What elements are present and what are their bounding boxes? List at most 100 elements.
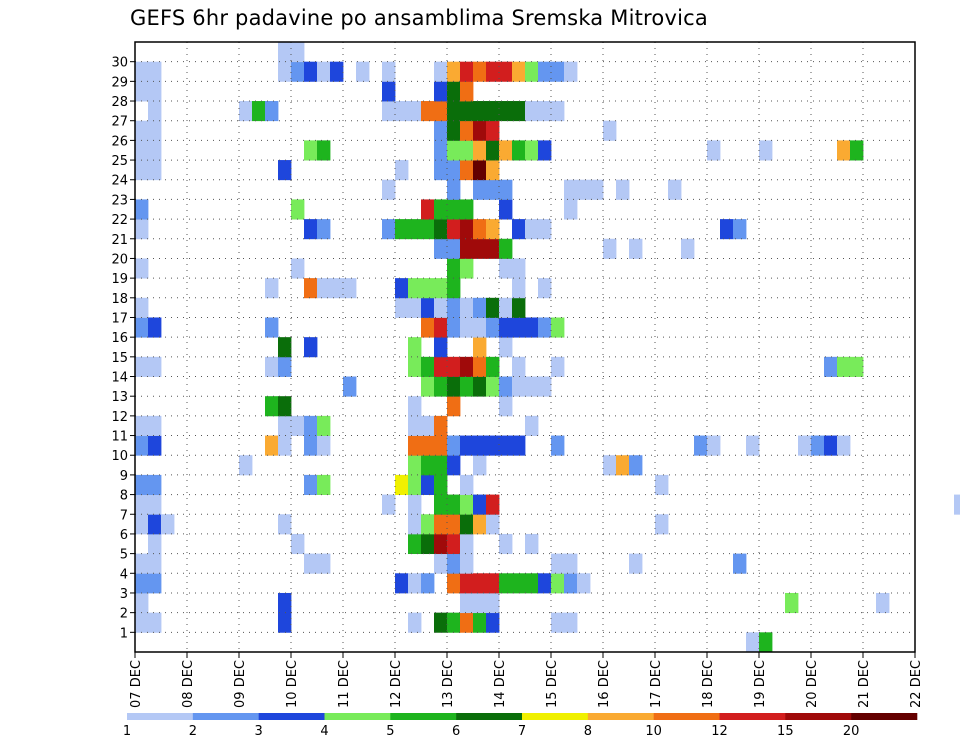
- heatmap-cell: [447, 612, 461, 633]
- heatmap-cell: [278, 42, 292, 63]
- heatmap-cell: [408, 337, 422, 358]
- heatmap-cell: [538, 376, 552, 397]
- heatmap-cell: [317, 61, 331, 82]
- heatmap-cell: [473, 592, 487, 614]
- heatmap-cell: [551, 612, 565, 633]
- heatmap-cell: [434, 238, 448, 259]
- heatmap-cell: [460, 474, 474, 495]
- heatmap-cell: [434, 61, 448, 82]
- y-tick-label: 27: [111, 115, 128, 130]
- y-tick-label: 12: [111, 410, 128, 425]
- heatmap-cell: [434, 337, 448, 358]
- heatmap-cell: [343, 278, 357, 299]
- heatmap-cell: [421, 317, 435, 338]
- heatmap-cell: [148, 356, 162, 377]
- y-tick-label: 23: [111, 193, 128, 208]
- heatmap-cell: [499, 533, 513, 555]
- heatmap-cell: [824, 356, 838, 377]
- heatmap-cell: [135, 356, 149, 377]
- heatmap-cell: [408, 415, 422, 436]
- heatmap-cell: [447, 573, 461, 594]
- heatmap-cell: [486, 612, 500, 633]
- heatmap-cell: [473, 140, 487, 161]
- heatmap-cell: [278, 514, 292, 535]
- heatmap-cell: [135, 474, 149, 495]
- heatmap-cell: [148, 415, 162, 436]
- heatmap-cell: [486, 435, 500, 456]
- heatmap-cell: [499, 101, 513, 122]
- heatmap-cell: [148, 573, 162, 594]
- heatmap-cell: [460, 120, 474, 141]
- heatmap-cell: [148, 101, 162, 122]
- heatmap-cell: [486, 120, 500, 141]
- heatmap-cell: [239, 455, 253, 476]
- heatmap-cell: [447, 455, 461, 476]
- heatmap-cell: [460, 356, 474, 377]
- heatmap-cell: [655, 474, 669, 495]
- heatmap-cell: [486, 376, 500, 397]
- heatmap-cell: [317, 140, 331, 161]
- heatmap-cell: [460, 592, 474, 614]
- heatmap-cell: [447, 494, 461, 515]
- heatmap-cell: [421, 474, 435, 495]
- heatmap-cell: [512, 101, 526, 122]
- chart-title: GEFS 6hr padavine po ansamblima Sremska …: [130, 6, 708, 30]
- heatmap-cell: [473, 61, 487, 82]
- heatmap-cell: [512, 278, 526, 299]
- heatmap-cell: [460, 160, 474, 181]
- y-tick-label: 10: [111, 449, 128, 464]
- heatmap-cell: [603, 238, 617, 259]
- heatmap-cell: [148, 553, 162, 574]
- heatmap-cell: [317, 435, 331, 456]
- heatmap-cell: [850, 356, 864, 377]
- heatmap-cell: [512, 61, 526, 82]
- x-tick-label: 13 DEC: [441, 660, 456, 708]
- heatmap-cell: [408, 573, 422, 594]
- heatmap-cell: [304, 278, 318, 299]
- y-tick-label: 21: [111, 233, 128, 248]
- heatmap-cell: [408, 219, 422, 240]
- heatmap-cell: [434, 199, 448, 220]
- heatmap-cell: [382, 61, 396, 82]
- heatmap-cell: [538, 278, 552, 299]
- heatmap-cell: [304, 140, 318, 161]
- y-tick-label: 5: [120, 548, 128, 563]
- heatmap-cell: [421, 219, 435, 240]
- heatmap-cell: [434, 317, 448, 338]
- heatmap-cell: [148, 317, 162, 338]
- x-tick-label: 07 DEC: [129, 660, 144, 708]
- heatmap-cell: [499, 258, 513, 279]
- heatmap-cell: [395, 474, 409, 495]
- colorbar-swatch: [785, 713, 852, 720]
- heatmap-cell: [512, 219, 526, 240]
- heatmap-cell: [408, 396, 422, 417]
- heatmap-cell: [421, 356, 435, 377]
- heatmap-cell: [317, 553, 331, 574]
- heatmap-cell: [291, 415, 305, 436]
- heatmap-cell: [512, 297, 526, 318]
- heatmap-cell: [473, 219, 487, 240]
- heatmap-cell: [291, 258, 305, 279]
- heatmap-cell: [421, 376, 435, 397]
- heatmap-cell: [135, 514, 149, 535]
- heatmap-cell: [551, 317, 565, 338]
- x-tick-label: 22 DEC: [909, 660, 924, 708]
- heatmap-cell: [408, 101, 422, 122]
- heatmap-cell: [486, 573, 500, 594]
- heatmap-cell: [486, 494, 500, 515]
- heatmap-cell: [694, 435, 708, 456]
- heatmap-cell: [447, 101, 461, 122]
- heatmap-cell: [395, 219, 409, 240]
- heatmap-cell: [434, 514, 448, 535]
- heatmap-cell: [434, 120, 448, 141]
- heatmap-cell: [460, 612, 474, 633]
- heatmap-cell: [291, 42, 305, 63]
- heatmap-cell: [421, 101, 435, 122]
- heatmap-cell: [629, 238, 643, 259]
- heatmap-cell: [538, 101, 552, 122]
- heatmap-cell: [486, 140, 500, 161]
- heatmap-cell: [278, 435, 292, 456]
- heatmap-cell: [135, 592, 149, 614]
- heatmap-cell: [603, 455, 617, 476]
- heatmap-cell: [135, 258, 149, 279]
